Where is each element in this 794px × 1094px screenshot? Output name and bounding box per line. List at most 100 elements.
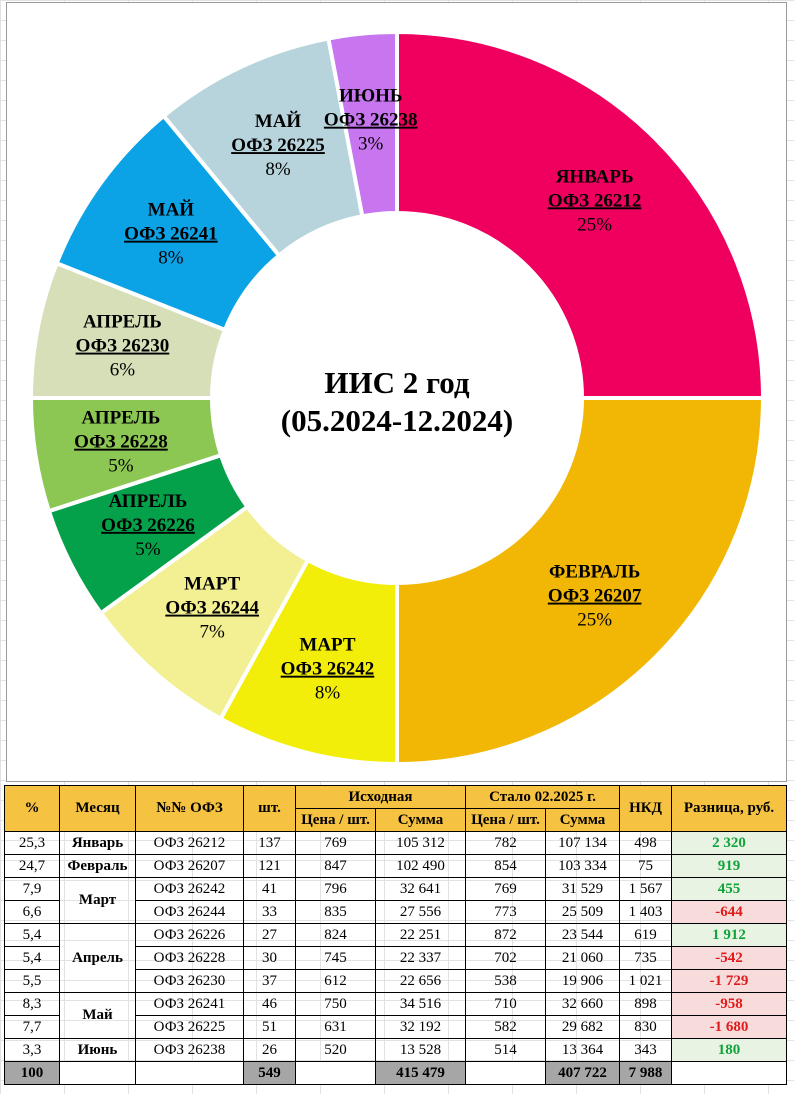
- cell-sum-initial: 22 337: [374, 946, 467, 970]
- cell-diff: -958: [671, 992, 788, 1016]
- cell-ofz: ОФЗ 26241: [135, 992, 244, 1016]
- cell-qty: 26: [243, 1038, 296, 1062]
- slice-ofz-label: ОФЗ 26225: [231, 135, 325, 156]
- cell-qty: 33: [243, 900, 296, 924]
- cell-nkd: 1 567: [619, 877, 673, 901]
- cell-sum-current: 103 334: [545, 854, 621, 878]
- cell-price-current: 538: [465, 969, 547, 993]
- cell-sum-initial: 22 251: [374, 923, 467, 947]
- total-blank: [295, 1061, 376, 1085]
- cell-sum-current: 32 660: [545, 992, 621, 1016]
- cell-price-initial: 750: [295, 992, 376, 1016]
- cell-ofz: ОФЗ 26212: [135, 831, 244, 855]
- cell-diff: 455: [671, 877, 788, 901]
- cell-diff: 2 320: [671, 831, 788, 855]
- total-qty: 549: [243, 1061, 296, 1085]
- chart-subtitle: (05.2024-12.2024): [281, 403, 513, 438]
- header-sum-initial: Сумма: [374, 808, 467, 832]
- cell-nkd: 898: [619, 992, 673, 1016]
- cell-pct: 5,4: [4, 946, 60, 970]
- slice-month-label: ИЮНЬ: [339, 86, 403, 107]
- donut-slice: [395, 29, 766, 400]
- cell-diff: -1 729: [671, 969, 788, 993]
- cell-nkd: 343: [619, 1038, 673, 1062]
- header-current: Стало 02.2025 г.: [465, 785, 621, 809]
- table-row: 25,3 Январь ОФЗ 26212 137 769 105 312 782 107 1…: [4, 831, 788, 855]
- total-nkd: 7 988: [619, 1061, 673, 1085]
- cell-nkd: 619: [619, 923, 673, 947]
- cell-sum-current: 107 134: [545, 831, 621, 855]
- header-diff: Разница, руб.: [671, 785, 788, 832]
- slice-percent-label: 25%: [577, 214, 612, 235]
- total-sum-initial: 415 479: [374, 1061, 467, 1085]
- cell-nkd: 1 021: [619, 969, 673, 993]
- cell-nkd: 830: [619, 1015, 673, 1039]
- chart-title: ИИС 2 год: [324, 365, 470, 400]
- cell-month: Май: [59, 992, 136, 1039]
- donut-slice: [326, 29, 399, 219]
- slice-month-label: МАРТ: [299, 635, 355, 656]
- cell-sum-initial: 34 516: [374, 992, 467, 1016]
- cell-month: Апрель: [59, 923, 136, 993]
- table-row: 3,3 Июнь ОФЗ 26238 26 520 13 528 514 13 364 343 1…: [4, 1038, 788, 1062]
- donut-chart-svg: ЯНВАРЬ ОФЗ 26212 25% ФЕВРАЛЬ ОФЗ 26207 25% МАР…: [28, 29, 766, 767]
- slice-month-label: МАЙ: [255, 110, 302, 132]
- cell-ofz: ОФЗ 26207: [135, 854, 244, 878]
- slice-month-label: МАЙ: [148, 199, 195, 221]
- total-blank: [671, 1061, 788, 1085]
- slice-percent-label: 8%: [265, 159, 291, 180]
- cell-ofz: ОФЗ 26244: [135, 900, 244, 924]
- header-price-initial: Цена / шт.: [295, 808, 376, 832]
- table-row: 7,7 ОФЗ 26225 51 631 32 192 582 29 682 830 -1 68…: [4, 1015, 788, 1039]
- cell-month: Март: [59, 877, 136, 924]
- header-price-current: Цена / шт.: [465, 808, 547, 832]
- cell-pct: 5,5: [4, 969, 60, 993]
- slice-month-label: ФЕВРАЛЬ: [549, 562, 640, 583]
- cell-sum-initial: 105 312: [374, 831, 467, 855]
- cell-diff: 180: [671, 1038, 788, 1062]
- cell-price-initial: 847: [295, 854, 376, 878]
- cell-sum-current: 29 682: [545, 1015, 621, 1039]
- cell-sum-initial: 32 641: [374, 877, 467, 901]
- table-row: 5,5 ОФЗ 26230 37 612 22 656 538 19 906 1 021 -1 …: [4, 969, 788, 993]
- header-sum-current: Сумма: [545, 808, 621, 832]
- bonds-table: % Месяц №№ ОФЗ шт. Исходная Стало 02.202…: [4, 785, 788, 1085]
- cell-price-current: 773: [465, 900, 547, 924]
- cell-qty: 37: [243, 969, 296, 993]
- header-nkd: НКД: [619, 785, 673, 832]
- cell-price-current: 782: [465, 831, 547, 855]
- header-initial: Исходная: [294, 785, 467, 809]
- cell-ofz: ОФЗ 26238: [135, 1038, 244, 1062]
- table-row: 5,4 ОФЗ 26228 30 745 22 337 702 21 060 735 -542: [4, 946, 788, 970]
- cell-diff: 919: [671, 854, 788, 878]
- cell-diff: -1 680: [671, 1015, 788, 1039]
- slice-ofz-label: ОФЗ 26238: [324, 110, 418, 131]
- cell-diff: 1 912: [671, 923, 788, 947]
- total-sum-current: 407 722: [545, 1061, 621, 1085]
- cell-sum-current: 25 509: [545, 900, 621, 924]
- cell-pct: 7,7: [4, 1015, 60, 1039]
- slice-percent-label: 25%: [577, 610, 612, 631]
- slice-percent-label: 5%: [108, 456, 134, 477]
- slice-ofz-label: ОФЗ 26244: [165, 598, 259, 619]
- cell-sum-initial: 32 192: [374, 1015, 467, 1039]
- slice-percent-label: 5%: [135, 539, 161, 560]
- cell-price-current: 514: [465, 1038, 547, 1062]
- cell-pct: 5,4: [4, 923, 60, 947]
- slice-ofz-label: ОФЗ 26207: [548, 586, 642, 607]
- header-month: Месяц: [59, 785, 136, 832]
- cell-price-initial: 796: [295, 877, 376, 901]
- table-row: 5,4 Апрель ОФЗ 26226 27 824 22 251 872 23 544 61…: [4, 923, 788, 993]
- cell-price-initial: 631: [295, 1015, 376, 1039]
- cell-price-initial: 824: [295, 923, 376, 947]
- cell-qty: 137: [243, 831, 296, 855]
- slice-percent-label: 7%: [199, 622, 225, 643]
- cell-price-current: 702: [465, 946, 547, 970]
- slice-ofz-label: ОФЗ 26228: [74, 432, 168, 453]
- cell-price-initial: 835: [295, 900, 376, 924]
- table-row: 24,7 Февраль ОФЗ 26207 121 847 102 490 854 103 …: [4, 854, 788, 878]
- cell-pct: 7,9: [4, 877, 60, 901]
- donut-chart: ЯНВАРЬ ОФЗ 26212 25% ФЕВРАЛЬ ОФЗ 26207 25% МАР…: [6, 2, 787, 782]
- cell-ofz: ОФЗ 26225: [135, 1015, 244, 1039]
- slice-percent-label: 6%: [110, 360, 136, 381]
